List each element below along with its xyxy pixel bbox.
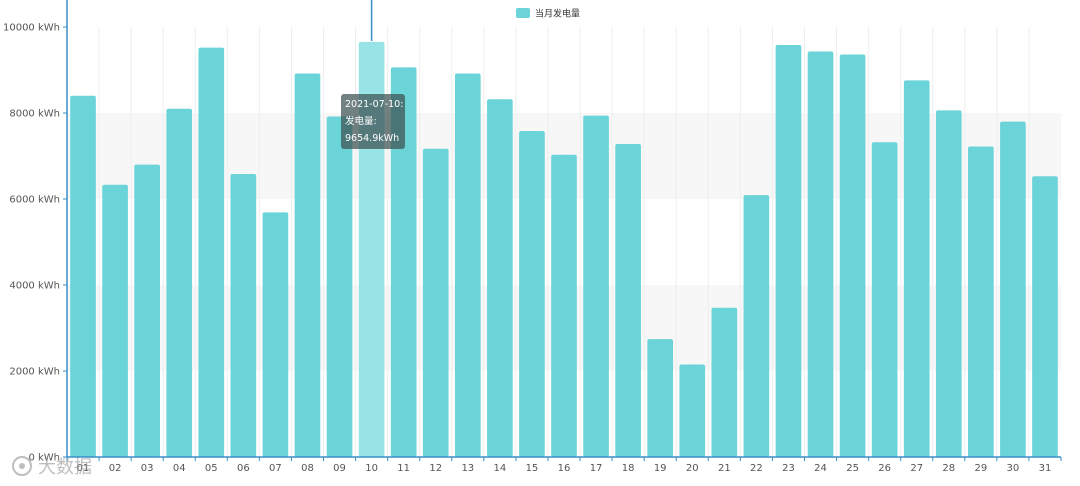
bar[interactable] — [166, 108, 193, 457]
bars — [70, 41, 1058, 458]
bar[interactable] — [230, 174, 257, 457]
legend-swatch[interactable] — [516, 8, 530, 18]
bar[interactable] — [519, 131, 545, 457]
bar[interactable] — [935, 110, 962, 458]
watermark-logo: 大数据 — [8, 452, 148, 482]
x-tick-label: 25 — [846, 463, 859, 474]
y-tick-label: 10000 kWh — [3, 23, 60, 34]
x-tick-label: 31 — [1039, 463, 1052, 474]
bar[interactable] — [871, 142, 898, 458]
legend[interactable]: 当月发电量 — [516, 8, 580, 20]
x-tick-label: 04 — [173, 463, 186, 474]
x-tick-label: 17 — [590, 463, 603, 474]
legend-label[interactable]: 当月发电量 — [535, 8, 580, 20]
x-tick-label: 21 — [718, 463, 731, 474]
x-tick-label: 08 — [301, 463, 314, 474]
y-tick-label: 0 kWh — [28, 453, 60, 464]
x-tick-label: 26 — [878, 463, 891, 474]
x-tick-label: 30 — [1007, 463, 1020, 474]
x-tick-label: 03 — [141, 463, 154, 474]
x-tick-label: 10 — [365, 463, 378, 474]
y-tick-label: 6000 kWh — [9, 195, 60, 206]
tooltip: 2021-07-10: 发电量: 9654.9kWh — [341, 94, 405, 149]
x-tick-label: 05 — [205, 463, 218, 474]
x-tick-label: 27 — [910, 463, 923, 474]
bar[interactable] — [775, 45, 802, 458]
bar[interactable] — [262, 212, 289, 457]
tooltip-label: 发电量: — [345, 116, 377, 127]
y-tick-label: 2000 kWh — [9, 367, 60, 378]
x-tick-label: 12 — [429, 463, 442, 474]
bar[interactable] — [615, 143, 641, 457]
bar[interactable] — [711, 307, 738, 457]
bar[interactable] — [903, 80, 930, 457]
x-tick-label: 13 — [461, 463, 474, 474]
bar[interactable] — [134, 164, 160, 457]
bar[interactable] — [198, 47, 225, 457]
vertical-gridlines — [98, 27, 1030, 457]
x-tick-label: 24 — [814, 463, 827, 474]
x-tick-label: 11 — [397, 463, 410, 474]
x-tick-label: 07 — [269, 463, 282, 474]
bar[interactable] — [647, 339, 674, 457]
bar[interactable] — [422, 148, 449, 457]
x-tick-label: 28 — [942, 463, 955, 474]
bar[interactable] — [390, 67, 417, 458]
bar[interactable] — [326, 116, 353, 457]
bar[interactable] — [839, 54, 866, 458]
x-axis: 01 02 03 04 05 06 07 08 09 10 11 12 13 14 15 16 17 18 19 20… — [66, 0, 1062, 474]
tooltip-value: 9654.9kWh — [345, 133, 400, 144]
bar[interactable] — [551, 154, 577, 457]
x-tick-label: 14 — [494, 463, 507, 474]
y-axis-ticks: 0 kWh 2000 kWh 4000 kWh 6000 kWh 8000 kWh 100… — [3, 23, 67, 464]
tooltip-date: 2021-07-10: — [345, 99, 404, 110]
x-tick-label: 02 — [109, 463, 122, 474]
bar[interactable] — [1000, 121, 1026, 457]
y-tick-label: 8000 kWh — [9, 109, 60, 120]
x-tick-label: 09 — [333, 463, 346, 474]
bar[interactable] — [968, 146, 994, 458]
x-tick-label: 06 — [237, 463, 250, 474]
svg-text:大数据: 大数据 — [38, 457, 92, 478]
y-tick-label: 4000 kWh — [9, 281, 60, 292]
x-tick-label: 18 — [622, 463, 635, 474]
x-tick-label: 15 — [526, 463, 539, 474]
bar[interactable] — [807, 51, 834, 457]
bar[interactable] — [1032, 176, 1058, 457]
grid-band — [67, 27, 1061, 113]
bar[interactable] — [679, 364, 706, 457]
x-tick-label: 20 — [686, 463, 699, 474]
bar[interactable] — [743, 195, 770, 457]
bar[interactable] — [454, 73, 481, 457]
bar[interactable] — [294, 73, 321, 457]
x-tick-label: 23 — [782, 463, 795, 474]
x-tick-label: 16 — [558, 463, 571, 474]
x-tick-label: 19 — [654, 463, 667, 474]
bar[interactable] — [583, 115, 609, 457]
x-tick-label: 29 — [974, 463, 987, 474]
x-tick-label: 22 — [750, 463, 763, 474]
bar[interactable] — [70, 95, 96, 458]
x-tick-label: 01 — [77, 463, 90, 474]
bar[interactable] — [102, 184, 128, 457]
bar[interactable] — [487, 99, 513, 458]
